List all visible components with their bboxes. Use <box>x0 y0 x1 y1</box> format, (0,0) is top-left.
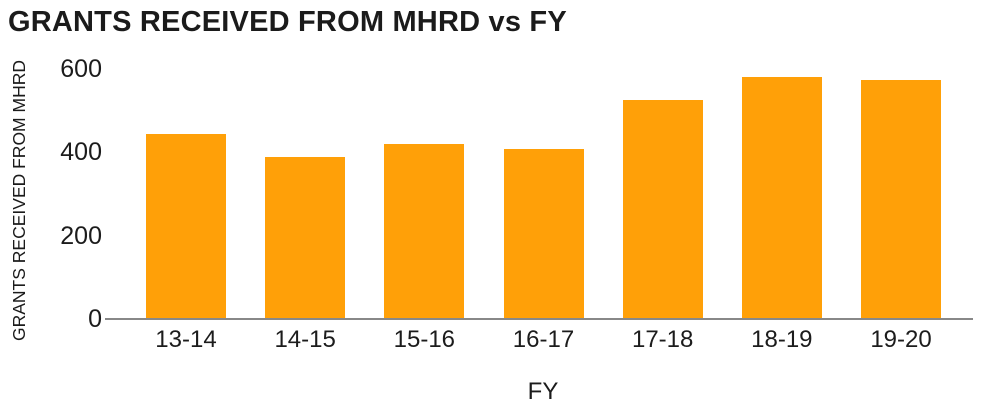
x-tick-label: 14-15 <box>274 326 336 353</box>
chart-title: GRANTS RECEIVED FROM MHRD vs FY <box>8 6 567 38</box>
x-tick-label: 13-14 <box>155 326 217 353</box>
bar-18-19 <box>741 76 822 319</box>
y-tick-label: 400 <box>60 138 102 167</box>
bar-17-18 <box>622 99 703 319</box>
y-tick-label: 0 <box>88 305 102 333</box>
x-tick-label: 19-20 <box>870 326 932 353</box>
bar-16-17 <box>503 149 584 319</box>
x-tick-label: 18-19 <box>751 326 813 353</box>
bar-19-20 <box>861 79 942 319</box>
x-tick-label: 15-16 <box>393 326 456 353</box>
x-axis-line <box>105 318 973 320</box>
y-tick-label: 600 <box>60 55 102 83</box>
x-tick-label: 16-17 <box>512 326 575 353</box>
bar-15-16 <box>384 144 465 319</box>
x-axis-title: FY <box>527 378 559 405</box>
bar-14-15 <box>265 156 346 319</box>
y-tick-label: 200 <box>60 221 102 250</box>
bar-13-14 <box>146 133 226 319</box>
x-tick-label: 17-18 <box>631 326 694 353</box>
y-axis-title: GRANTS RECEIVED FROM MHRD <box>9 60 29 341</box>
